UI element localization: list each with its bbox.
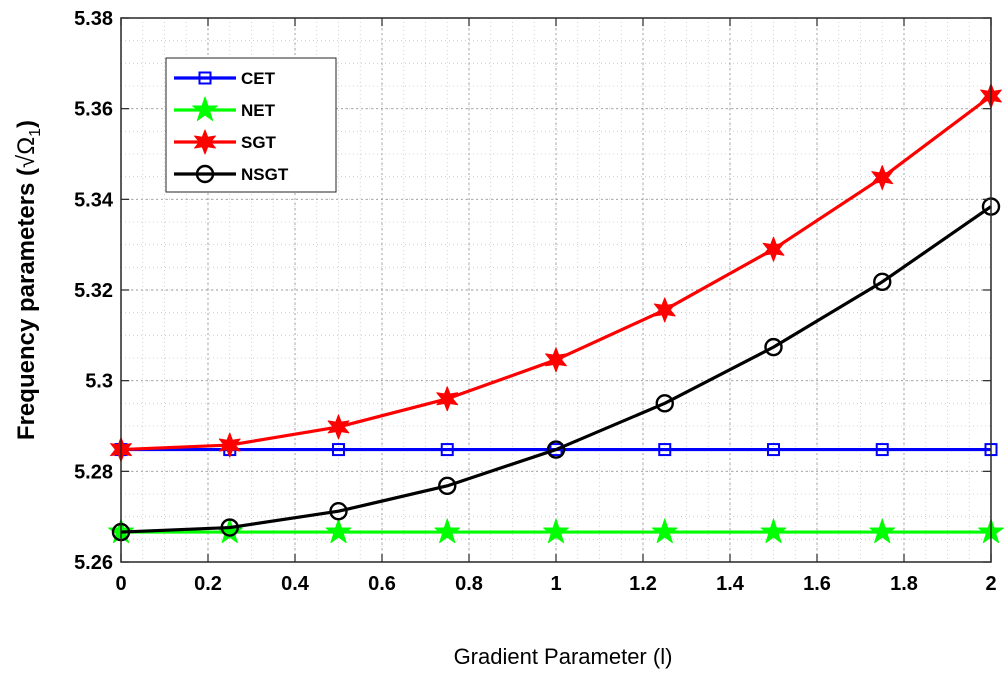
- data-point-hexagram: [194, 129, 216, 155]
- y-tick-label: 5.26: [74, 552, 113, 574]
- data-point-circle: [329, 502, 348, 521]
- data-point-hexagram: [327, 414, 350, 440]
- x-tick-label: 1.2: [629, 573, 657, 595]
- data-point-star: [434, 518, 461, 544]
- x-tick-label: 0.6: [368, 573, 396, 595]
- y-tick-label: 5.3: [85, 371, 113, 393]
- data-point-circle: [546, 440, 566, 459]
- x-tick-label: 2: [985, 573, 996, 595]
- legend-label: NET: [241, 101, 276, 120]
- data-point-circle: [195, 164, 215, 184]
- data-point-star: [325, 518, 352, 544]
- data-point-hexagram: [653, 297, 676, 323]
- data-point-square: [875, 443, 889, 457]
- series-nsgt: [111, 197, 1001, 542]
- data-point-square: [549, 443, 563, 457]
- legend: CET NET SGT NSGT: [165, 57, 337, 193]
- legend-item-sgt: SGT: [174, 129, 277, 155]
- data-point-square: [198, 71, 212, 85]
- data-point-circle: [220, 518, 239, 537]
- data-point-hexagram: [545, 347, 567, 373]
- data-point-star: [760, 518, 787, 544]
- x-axis-label: Gradient Parameter (l): [454, 644, 673, 669]
- y-tick-label: 5.36: [74, 99, 113, 121]
- y-tick-label: 5.38: [74, 8, 113, 30]
- legend-entries: CET NET SGT NSGT: [174, 69, 289, 184]
- x-tick-label: 1.4: [716, 573, 745, 595]
- x-tick-label: 0.4: [281, 573, 310, 595]
- y-tick-label: 5.28: [74, 461, 113, 483]
- x-tick-label: 1: [550, 573, 561, 595]
- legend-label: NSGT: [241, 165, 289, 184]
- data-point-circle: [438, 476, 457, 496]
- data-point-square: [767, 443, 780, 457]
- legend-item-cet: CET: [174, 69, 276, 88]
- y-axis-label-symbol: Ω: [13, 137, 40, 155]
- legend-item-net: NET: [174, 96, 276, 122]
- data-point-square: [658, 443, 672, 457]
- x-tick-label: 0.8: [455, 573, 483, 595]
- y-axis-label: Frequency parameters (√Ω1): [13, 120, 44, 440]
- legend-label: SGT: [241, 133, 277, 152]
- data-point-star: [869, 518, 896, 544]
- data-point-hexagram: [436, 386, 459, 412]
- data-point-square: [332, 443, 345, 457]
- data-point-circle: [655, 394, 674, 413]
- y-tick-label: 5.32: [74, 280, 113, 302]
- series-line-nsgt: [120, 205, 992, 534]
- y-axis-label-subscript: 1: [27, 128, 44, 137]
- data-point-circle: [873, 272, 892, 292]
- data-point-hexagram: [871, 165, 894, 191]
- axis-ticks: 0 0.2 0.4 0.6 0.8 1 1.2 1.4 1.6 1.8 2 5.26 5.28 5.3 5.…: [74, 8, 997, 595]
- y-axis-label-close: ): [13, 120, 40, 128]
- y-axis-label-sqrt: √: [13, 154, 40, 168]
- data-point-hexagram: [762, 236, 785, 262]
- data-point-hexagram: [218, 432, 241, 458]
- y-tick-label: 5.34: [74, 189, 114, 211]
- legend-box: [165, 57, 337, 193]
- data-point-star: [543, 518, 569, 544]
- legend-item-nsgt: NSGT: [174, 164, 289, 184]
- data-point-circle: [764, 337, 783, 357]
- x-tick-label: 0.2: [194, 573, 222, 595]
- data-point-square: [440, 443, 454, 457]
- data-point-star: [192, 96, 218, 122]
- x-tick-label: 0: [115, 573, 126, 595]
- series-layer: [108, 83, 1004, 544]
- data-point-star: [651, 518, 678, 544]
- y-axis-label-main: Frequency parameters (: [13, 168, 40, 440]
- x-tick-label: 1.6: [803, 573, 831, 595]
- legend-label: CET: [241, 69, 276, 88]
- x-tick-label: 1.8: [890, 573, 918, 595]
